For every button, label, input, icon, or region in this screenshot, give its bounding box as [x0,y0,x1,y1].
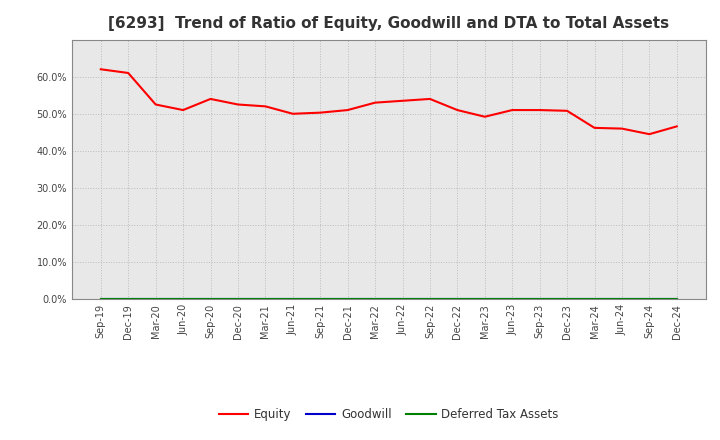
Goodwill [316,297,325,302]
Equity [371,100,379,105]
Equity [289,111,297,117]
Goodwill [179,297,187,302]
Deferred Tax Assets [398,297,407,302]
Goodwill [590,297,599,302]
Equity [233,102,242,107]
Equity [672,124,681,129]
Deferred Tax Assets [672,297,681,302]
Deferred Tax Assets [480,297,489,302]
Equity [398,98,407,103]
Goodwill [124,297,132,302]
Deferred Tax Assets [563,297,572,302]
Goodwill [96,297,105,302]
Equity [343,107,352,113]
Goodwill [645,297,654,302]
Goodwill [206,297,215,302]
Deferred Tax Assets [590,297,599,302]
Goodwill [343,297,352,302]
Goodwill [672,297,681,302]
Deferred Tax Assets [371,297,379,302]
Legend: Equity, Goodwill, Deferred Tax Assets: Equity, Goodwill, Deferred Tax Assets [214,404,564,426]
Goodwill [426,297,434,302]
Equity [206,96,215,102]
Goodwill [371,297,379,302]
Title: [6293]  Trend of Ratio of Equity, Goodwill and DTA to Total Assets: [6293] Trend of Ratio of Equity, Goodwil… [108,16,670,32]
Equity [151,102,160,107]
Equity [124,70,132,76]
Deferred Tax Assets [453,297,462,302]
Goodwill [453,297,462,302]
Equity [645,132,654,137]
Deferred Tax Assets [508,297,516,302]
Goodwill [618,297,626,302]
Goodwill [261,297,270,302]
Deferred Tax Assets [233,297,242,302]
Equity [480,114,489,119]
Goodwill [151,297,160,302]
Equity [316,110,325,115]
Deferred Tax Assets [343,297,352,302]
Equity [618,126,626,131]
Deferred Tax Assets [316,297,325,302]
Goodwill [508,297,516,302]
Goodwill [536,297,544,302]
Goodwill [289,297,297,302]
Deferred Tax Assets [124,297,132,302]
Deferred Tax Assets [179,297,187,302]
Deferred Tax Assets [289,297,297,302]
Deferred Tax Assets [151,297,160,302]
Equity [536,107,544,113]
Deferred Tax Assets [261,297,270,302]
Equity [261,104,270,109]
Deferred Tax Assets [206,297,215,302]
Equity [508,107,516,113]
Equity [453,107,462,113]
Equity [590,125,599,131]
Equity [179,107,187,113]
Goodwill [563,297,572,302]
Deferred Tax Assets [618,297,626,302]
Equity [563,108,572,114]
Line: Equity: Equity [101,69,677,134]
Equity [426,96,434,102]
Deferred Tax Assets [426,297,434,302]
Goodwill [233,297,242,302]
Equity [96,66,105,72]
Goodwill [480,297,489,302]
Goodwill [398,297,407,302]
Deferred Tax Assets [645,297,654,302]
Deferred Tax Assets [96,297,105,302]
Deferred Tax Assets [536,297,544,302]
